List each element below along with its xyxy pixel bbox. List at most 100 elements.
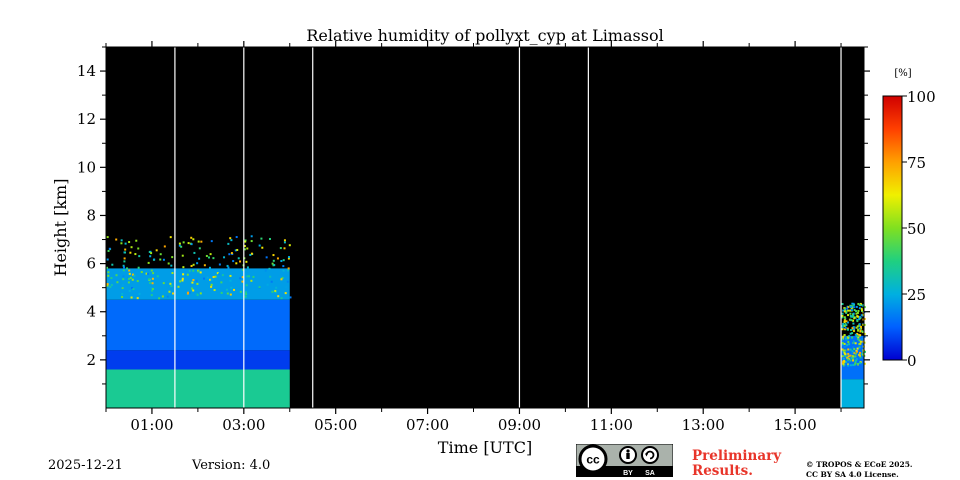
heatmap-layer-0-1 xyxy=(106,350,290,370)
heatmap-speckle xyxy=(128,277,131,280)
heatmap-speckle xyxy=(169,236,172,239)
heatmap-speckle xyxy=(861,337,864,340)
heatmap-speckle xyxy=(843,345,846,348)
x-tick-label: 13:00 xyxy=(682,416,725,434)
copyright-line-1: © TROPOS & ECoE 2025. xyxy=(806,460,913,469)
heatmap-speckle xyxy=(853,348,856,351)
heatmap-speckle xyxy=(859,334,862,337)
heatmap-speckle xyxy=(862,330,865,333)
heatmap-speckle xyxy=(192,263,195,266)
heatmap-speckle xyxy=(138,255,141,258)
heatmap-speckle xyxy=(106,236,109,239)
heatmap-speckle xyxy=(241,280,244,283)
heatmap-speckle xyxy=(236,248,239,251)
heatmap-speckle xyxy=(244,295,247,298)
y-tick-label: 2 xyxy=(86,351,96,369)
heatmap-speckle xyxy=(841,338,844,341)
heatmap-speckle xyxy=(237,257,240,260)
heatmap-speckle xyxy=(229,274,232,277)
heatmap-speckle xyxy=(140,271,143,274)
heatmap-speckle xyxy=(860,304,863,307)
heatmap-speckle xyxy=(230,252,233,255)
heatmap-speckle xyxy=(860,325,863,328)
heatmap-speckle xyxy=(841,355,844,358)
heatmap-speckle xyxy=(845,310,848,313)
heatmap-speckle xyxy=(862,318,865,321)
heatmap-speckle xyxy=(171,272,174,275)
heatmap-speckle xyxy=(246,266,249,269)
heatmap-speckle xyxy=(849,332,852,335)
heatmap-speckle xyxy=(282,265,285,268)
heatmap-speckle xyxy=(199,271,202,274)
heatmap-speckle xyxy=(134,253,137,256)
heatmap-speckle xyxy=(172,292,175,295)
heatmap-speckle xyxy=(210,240,213,243)
date-label: 2025-12-21 xyxy=(48,458,123,473)
heatmap-speckle xyxy=(852,352,855,355)
heatmap-speckle xyxy=(277,295,280,298)
heatmap-speckle xyxy=(207,256,210,259)
heatmap-speckle xyxy=(188,291,191,294)
heatmap-speckle xyxy=(249,253,252,256)
heatmap-speckle xyxy=(122,264,125,267)
heatmap-speckle xyxy=(852,319,855,322)
heatmap-speckle xyxy=(842,335,845,338)
heatmap-speckle xyxy=(245,260,248,263)
heatmap-speckle xyxy=(106,258,109,261)
heatmap-speckle xyxy=(108,247,111,250)
heatmap-speckle xyxy=(850,307,853,310)
heatmap-speckle xyxy=(282,259,285,262)
heatmap-speckle xyxy=(212,276,215,279)
heatmap-speckle xyxy=(182,266,185,269)
heatmap-speckle xyxy=(110,283,113,286)
heatmap-speckle xyxy=(844,317,847,320)
heatmap-speckle xyxy=(208,266,211,269)
heatmap-speckle xyxy=(843,328,846,331)
heatmap-speckle xyxy=(161,295,164,298)
heatmap-speckle xyxy=(109,285,112,288)
heatmap-speckle xyxy=(198,247,201,250)
y-tick-label: 6 xyxy=(86,255,96,273)
heatmap-speckle xyxy=(285,286,288,289)
heatmap-speckle xyxy=(860,314,863,317)
heatmap-speckle xyxy=(858,316,861,319)
heatmap-speckle xyxy=(136,297,139,300)
heatmap-speckle xyxy=(162,282,165,285)
heatmap-speckle xyxy=(843,319,846,322)
heatmap-speckle xyxy=(844,308,847,311)
heatmap-speckle xyxy=(250,252,253,255)
heatmap-speckle xyxy=(123,260,126,263)
heatmap-speckle xyxy=(847,358,850,361)
heatmap-speckle xyxy=(282,269,285,272)
preliminary-notice: Preliminary Results. xyxy=(692,449,781,479)
heatmap-speckle xyxy=(128,289,131,292)
x-tick-label: 01:00 xyxy=(130,416,173,434)
heatmap-speckle xyxy=(862,353,865,356)
heatmap-speckle xyxy=(863,306,866,309)
heatmap-speckle xyxy=(252,288,255,291)
heatmap-speckle xyxy=(849,309,852,312)
heatmap-speckle xyxy=(854,363,857,366)
x-tick-label: 03:00 xyxy=(222,416,265,434)
heatmap-speckle xyxy=(850,329,853,332)
heatmap-speckle xyxy=(196,294,199,297)
heatmap-speckle xyxy=(845,361,848,364)
colorbar-tick-label: 75 xyxy=(907,154,926,172)
heatmap-speckle xyxy=(841,325,844,328)
heatmap-speckle xyxy=(128,269,131,272)
heatmap-speckle xyxy=(842,349,845,352)
heatmap-speckle xyxy=(859,351,862,354)
heatmap-speckle xyxy=(857,309,860,312)
heatmap-speckle xyxy=(862,323,865,326)
heatmap-speckle xyxy=(853,303,856,306)
heatmap-speckle xyxy=(844,353,847,356)
heatmap-speckle xyxy=(192,238,195,241)
heatmap-speckle xyxy=(239,277,242,280)
heatmap-speckle xyxy=(186,292,189,295)
heatmap-speckle xyxy=(858,343,861,346)
heatmap-speckle xyxy=(121,284,124,287)
heatmap-speckle xyxy=(196,282,199,285)
heatmap-speckle xyxy=(120,239,123,242)
heatmap-speckle xyxy=(855,335,858,338)
heatmap-speckle xyxy=(152,272,155,275)
